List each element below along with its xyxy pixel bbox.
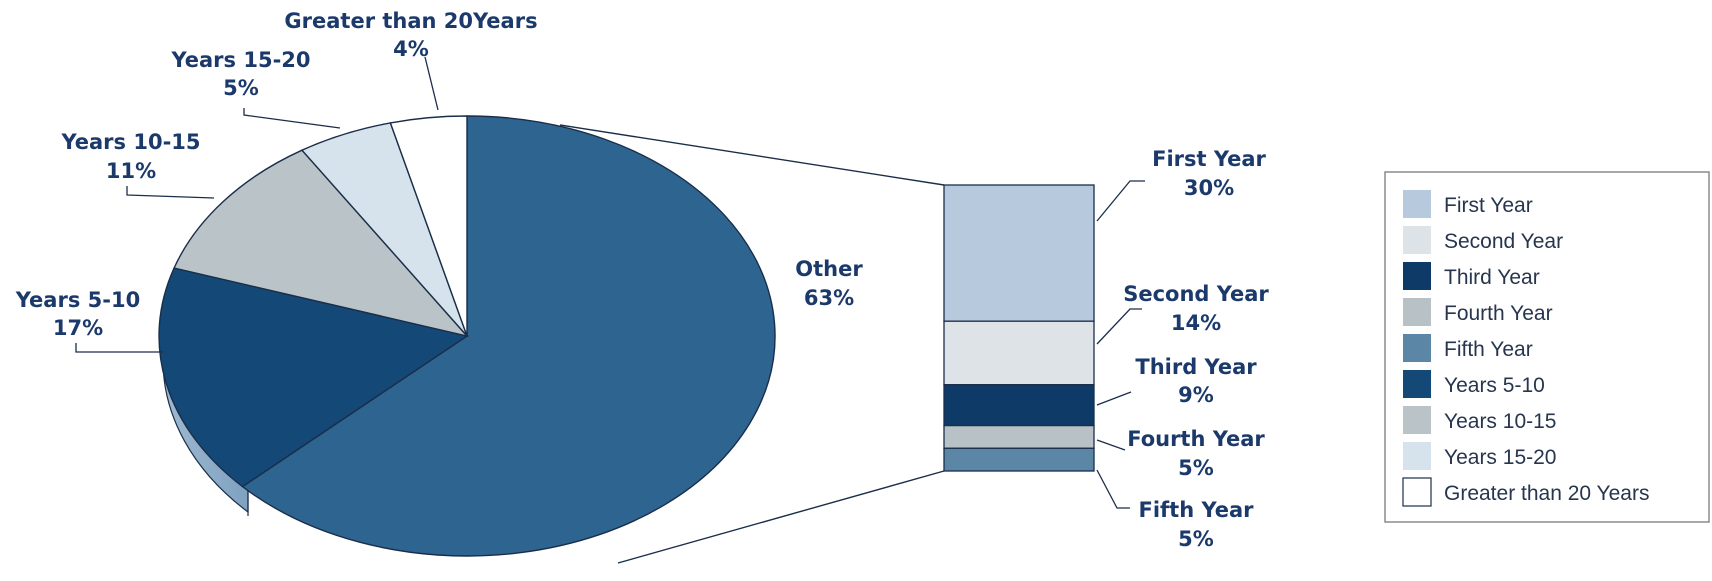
leader-years-5-10	[75, 343, 163, 353]
bar-label-second-year: Second Year	[1123, 282, 1269, 306]
bar-value-first-year: 30%	[1184, 176, 1234, 200]
pie-slice-greater-than-20years	[389, 115, 468, 337]
legend-label-years-5-10: Years 5-10	[1444, 374, 1545, 397]
bar-segment-fifth-year	[943, 447, 1095, 472]
slice-label-greater-20: Greater than 20Years	[284, 9, 537, 33]
pie-slice-other	[241, 115, 776, 557]
breakdown-bar	[943, 184, 1095, 472]
leader-fifth-year	[1096, 469, 1130, 509]
legend: First Year Second Year Third Year Fourth Ye…	[1384, 171, 1710, 523]
legend-label-years-10-15: Years 10-15	[1444, 410, 1556, 433]
leader-years-10-15	[126, 186, 215, 199]
bar-value-third-year: 9%	[1178, 383, 1214, 407]
legend-items: First Year Second Year Third Year Fourth Ye…	[1402, 190, 1649, 507]
bar-value-second-year: 14%	[1171, 311, 1221, 335]
slice-value-years-10-15: 11%	[106, 159, 156, 183]
pie-slice-years-5-10	[158, 267, 469, 488]
connector-line-bottom	[617, 470, 945, 564]
slice-value-years-5-10: 17%	[53, 316, 103, 340]
legend-label-years-15-20: Years 15-20	[1444, 446, 1556, 469]
pie	[158, 115, 776, 557]
legend-label-greater-than-20-years: Greater than 20 Years	[1444, 482, 1649, 505]
legend-swatch-greater-than-20-years	[1402, 477, 1432, 507]
slice-label-years-5-10: Years 5-10	[15, 288, 140, 312]
bar-segment-second-year	[943, 320, 1095, 386]
slice-label-other: Other	[795, 257, 863, 281]
pie-leader-lines	[75, 56, 439, 353]
leader-greater-20	[424, 56, 439, 111]
pie-slice-years-10-15	[173, 149, 469, 338]
bar-label-first-year: First Year	[1152, 147, 1266, 171]
leader-fourth-year	[1096, 439, 1126, 451]
legend-swatch-years-5-10	[1403, 370, 1431, 398]
legend-label-third-year: Third Year	[1444, 266, 1540, 289]
legend-label-first-year: First Year	[1444, 194, 1533, 217]
legend-label-second-year: Second Year	[1444, 230, 1563, 253]
leader-years-15-20	[243, 108, 341, 129]
leader-second-year	[1096, 308, 1142, 345]
legend-swatch-third-year	[1403, 262, 1431, 290]
legend-swatch-fifth-year	[1403, 334, 1431, 362]
legend-box	[1384, 171, 1710, 523]
slice-value-greater-20: 4%	[393, 37, 429, 61]
legend-swatch-second-year	[1403, 226, 1431, 254]
pie-slices	[158, 115, 776, 557]
bar-value-fourth-year: 5%	[1178, 456, 1214, 480]
leader-third-year	[1096, 391, 1132, 406]
bar-segment-fourth-year	[943, 424, 1095, 449]
connector-lines	[559, 124, 945, 564]
slice-label-years-10-15: Years 10-15	[60, 130, 200, 154]
bar-segment-first-year	[943, 184, 1095, 322]
connector-line-top	[559, 124, 945, 186]
legend-swatch-years-15-20	[1403, 442, 1431, 470]
bar-leader-lines	[1096, 180, 1145, 509]
slice-label-years-15-20: Years 15-20	[170, 48, 310, 72]
bar-value-fifth-year: 5%	[1178, 527, 1214, 551]
pie-labels: Greater than 20Years 4% Years 15-20 5% Y…	[15, 9, 864, 340]
bar-label-third-year: Third Year	[1135, 355, 1257, 379]
legend-swatch-fourth-year	[1403, 298, 1431, 326]
bar-labels: First Year 30% Second Year 14% Third Yea…	[1123, 147, 1269, 551]
bar-label-fifth-year: Fifth Year	[1138, 498, 1254, 522]
bar-label-fourth-year: Fourth Year	[1127, 427, 1265, 451]
bar-segment-third-year	[943, 384, 1095, 427]
slice-value-years-15-20: 5%	[223, 76, 259, 100]
legend-swatch-first-year	[1403, 190, 1431, 218]
legend-label-fifth-year: Fifth Year	[1444, 338, 1533, 361]
leader-first-year	[1096, 180, 1145, 222]
legend-swatch-years-10-15	[1403, 406, 1431, 434]
slice-value-other: 63%	[804, 286, 854, 310]
legend-label-fourth-year: Fourth Year	[1444, 302, 1553, 325]
